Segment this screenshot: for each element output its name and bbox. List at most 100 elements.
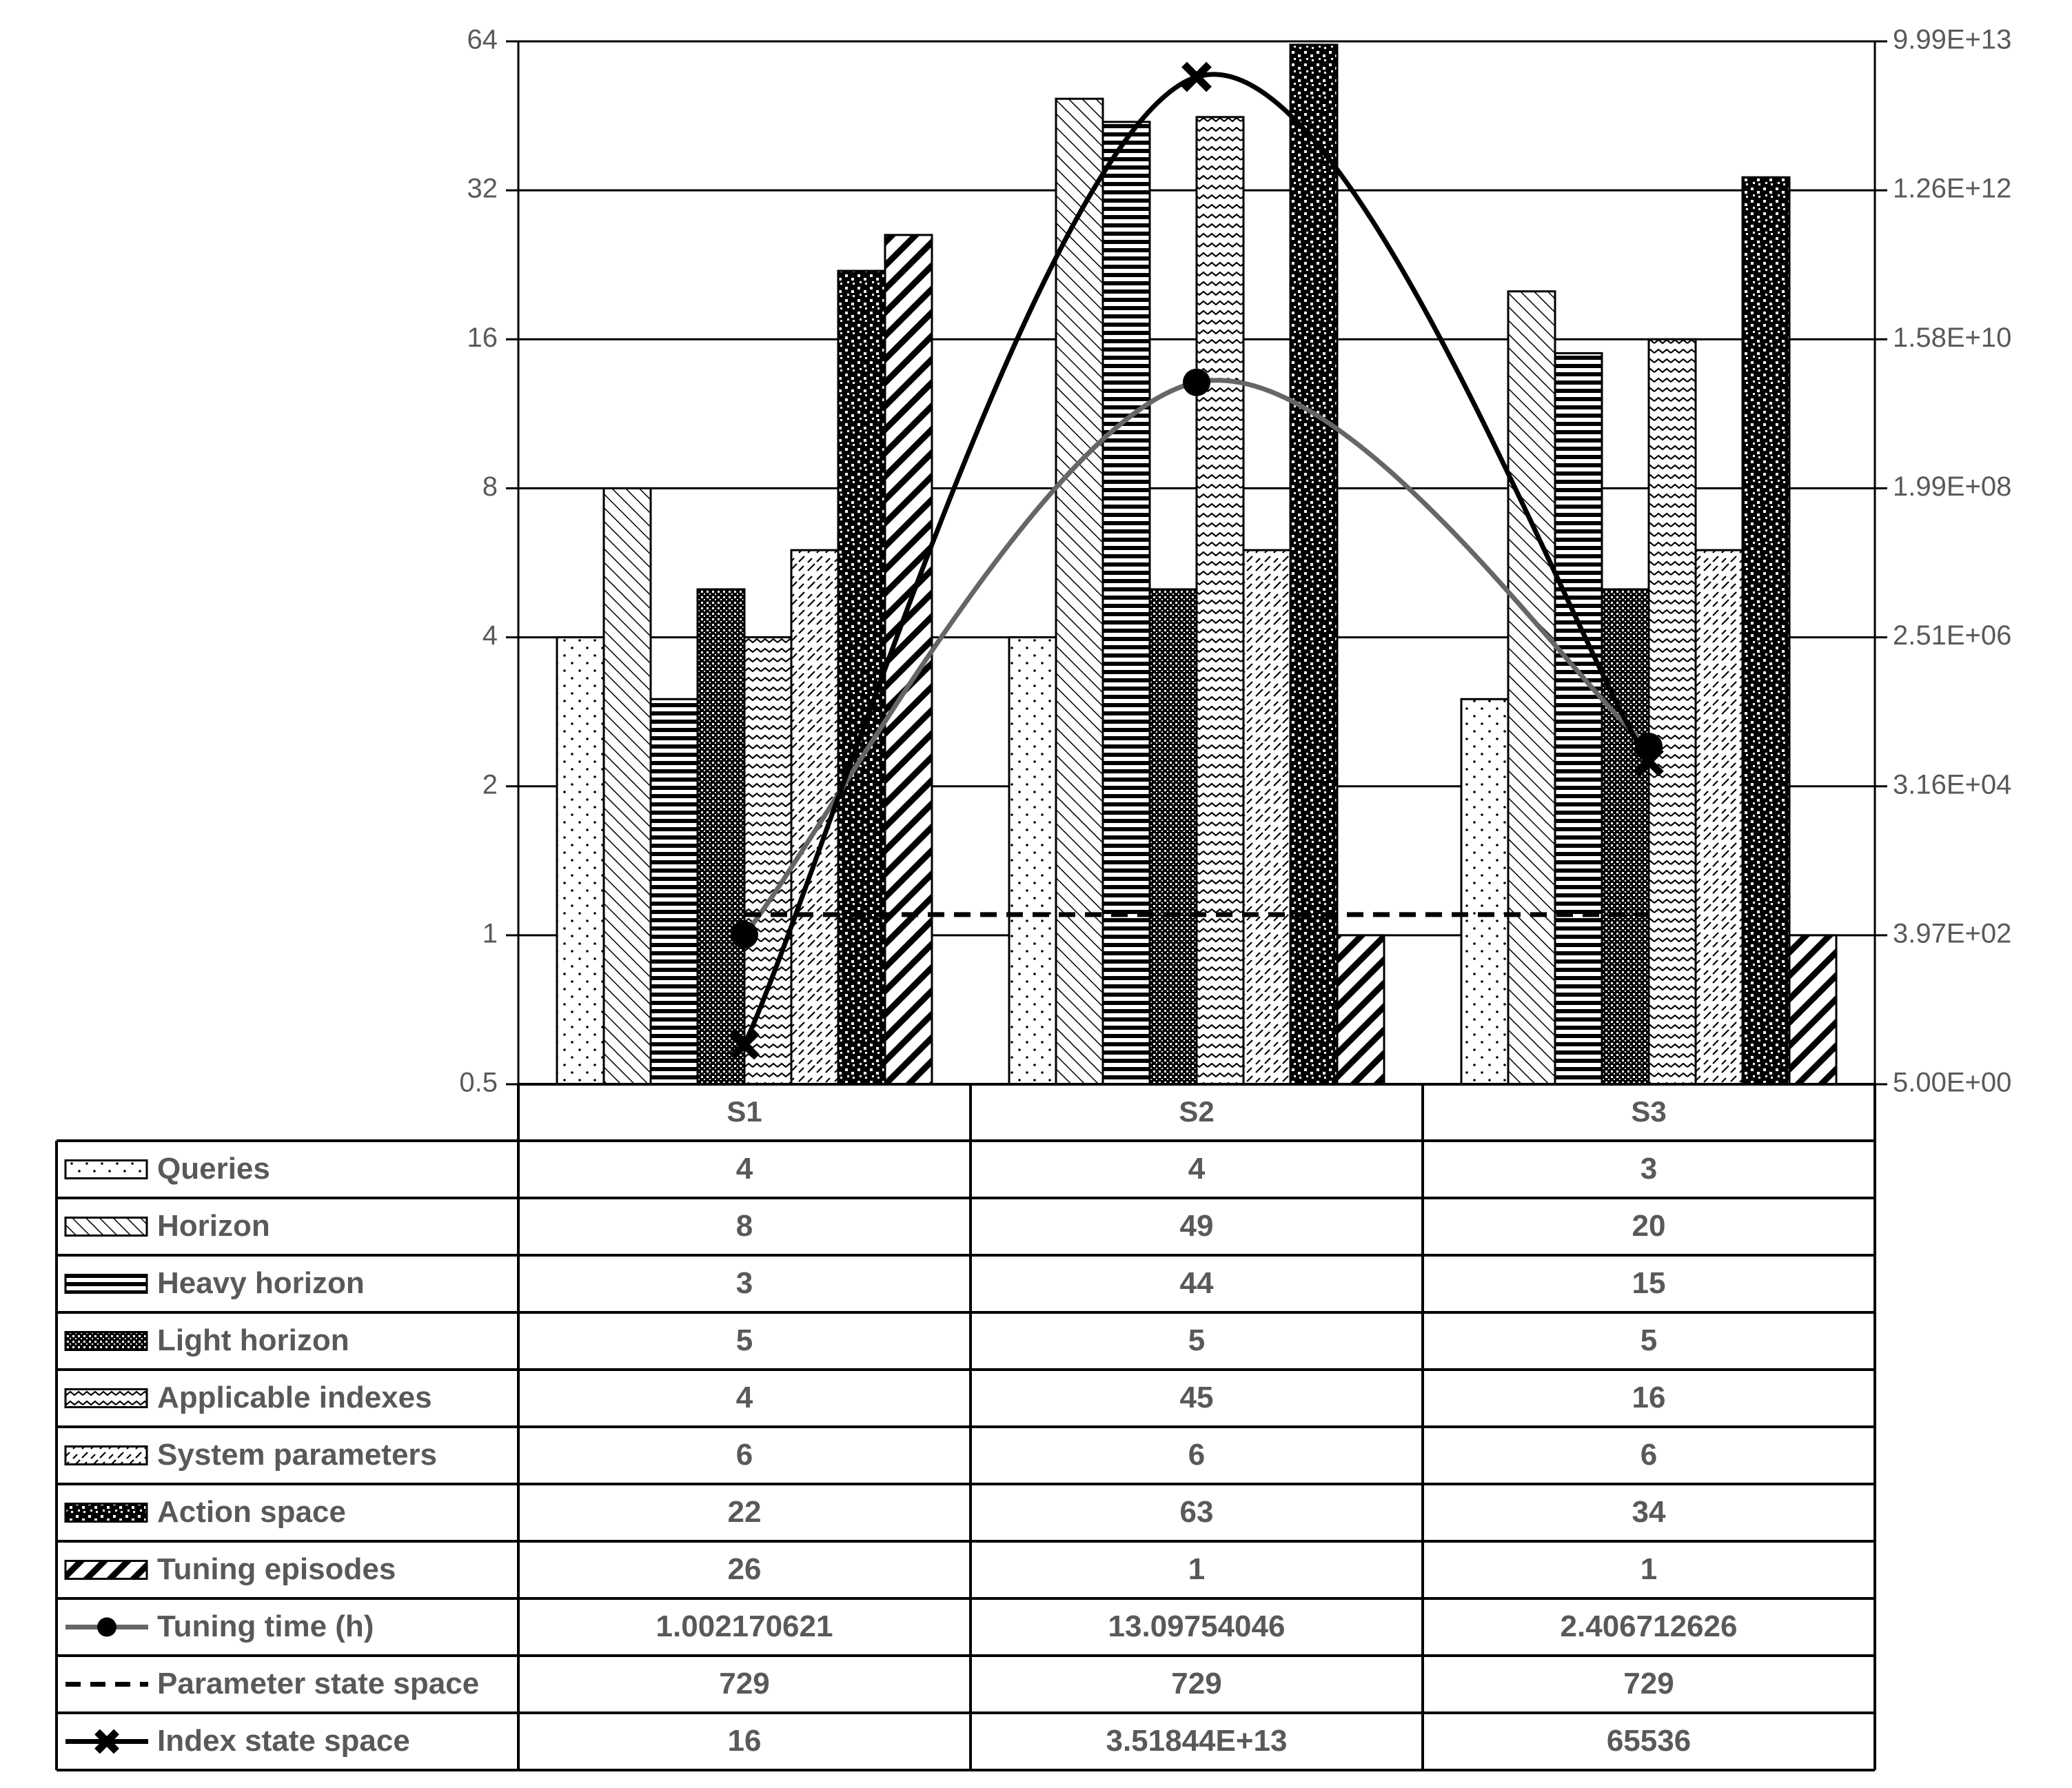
right-tick-label: 9.99E+13 xyxy=(1893,25,2011,55)
right-tick-label: 2.51E+06 xyxy=(1893,620,2011,651)
cell-horizon-s3: 20 xyxy=(1632,1209,1666,1243)
legend-label-action-space: Action space xyxy=(157,1495,346,1529)
left-tick-label: 4 xyxy=(483,620,498,651)
cell-action-space-s3: 34 xyxy=(1632,1495,1666,1529)
cell-queries-s3: 3 xyxy=(1641,1152,1657,1186)
bar-light-horizon-s2 xyxy=(1148,588,1198,1086)
bar-applicable-indexes-s3 xyxy=(1647,338,1697,1086)
legend-label-horizon: Horizon xyxy=(157,1209,270,1243)
bar-horizon-s3 xyxy=(1507,290,1556,1086)
bar-light-horizon-s3 xyxy=(1601,588,1650,1086)
cell-light-horizon-s1: 5 xyxy=(736,1323,753,1357)
legend-swatch-horizon xyxy=(64,1217,148,1237)
category-label-s3: S3 xyxy=(1631,1095,1666,1128)
cell-system-parameters-s2: 6 xyxy=(1188,1438,1205,1472)
point-index-state-space-s1 xyxy=(729,1029,760,1060)
legend-swatch-action-space xyxy=(64,1503,148,1523)
legend-swatch-applicable-indexes xyxy=(64,1388,148,1408)
cell-horizon-s2: 49 xyxy=(1180,1209,1214,1243)
cell-index-state-space-s1: 16 xyxy=(728,1724,762,1758)
cell-index-state-space-s2: 3.51844E+13 xyxy=(1106,1724,1287,1758)
left-tick-label: 32 xyxy=(467,174,498,204)
cell-action-space-s2: 63 xyxy=(1180,1495,1214,1529)
right-tick-label: 1.99E+08 xyxy=(1893,471,2011,502)
cell-system-parameters-s3: 6 xyxy=(1641,1438,1657,1472)
cell-tuning-episodes-s1: 26 xyxy=(728,1552,762,1586)
category-label-s2: S2 xyxy=(1179,1095,1214,1128)
bar-queries-s1 xyxy=(556,636,605,1086)
legend-label-heavy-horizon: Heavy horizon xyxy=(157,1266,365,1300)
legend-label-applicable-indexes: Applicable indexes xyxy=(157,1381,432,1414)
left-tick-label: 64 xyxy=(467,25,498,55)
legend-marker-tuning-time-h xyxy=(97,1617,116,1637)
cell-queries-s2: 4 xyxy=(1188,1152,1206,1186)
legend-label-light-horizon: Light horizon xyxy=(157,1323,349,1357)
right-y-axis: 5.00E+00 3.97E+02 3.16E+04 2.51E+06 1.99E+08… xyxy=(1873,25,2011,1098)
bar-queries-s3 xyxy=(1460,698,1510,1086)
left-tick-label: 1 xyxy=(483,918,498,948)
legend-swatch-system-parameters xyxy=(64,1445,148,1465)
right-tick-label: 1.26E+12 xyxy=(1893,174,2011,204)
legend-swatch-light-horizon xyxy=(64,1331,148,1351)
left-tick-label: 0.5 xyxy=(459,1068,498,1098)
legend-label-parameter-state-space: Parameter state space xyxy=(157,1667,479,1700)
bar-action-space-s1 xyxy=(837,270,886,1086)
legend-label-system-parameters: System parameters xyxy=(157,1438,437,1472)
cell-light-horizon-s3: 5 xyxy=(1641,1323,1657,1357)
bar-tuning-episodes-s3 xyxy=(1788,934,1838,1086)
bar-applicable-indexes-s1 xyxy=(743,636,793,1086)
right-tick-label: 3.16E+04 xyxy=(1893,769,2011,800)
bar-heavy-horizon-s1 xyxy=(649,698,699,1086)
bar-system-parameters-s3 xyxy=(1694,549,1744,1086)
bar-heavy-horizon-s3 xyxy=(1554,352,1603,1086)
data-table: S1 S2 S3 Queries 4 4 3 Horizon 8 49 20 Heavy horizo… xyxy=(55,1083,1876,1771)
point-tuning-time-h-s2 xyxy=(1183,368,1210,396)
cell-applicable-indexes-s2: 45 xyxy=(1180,1381,1214,1414)
cell-tuning-episodes-s3: 1 xyxy=(1641,1552,1657,1586)
left-y-axis: 0.5 1 2 4 8 16 32 64 xyxy=(459,25,520,1098)
line-series xyxy=(729,61,1664,1060)
cell-tuning-time-h-s1: 1.002170621 xyxy=(656,1609,833,1643)
cell-heavy-horizon-s1: 3 xyxy=(736,1266,753,1300)
legend-label-tuning-episodes: Tuning episodes xyxy=(157,1552,396,1586)
point-index-state-space-s2 xyxy=(1181,61,1212,92)
category-label-s1: S1 xyxy=(727,1095,762,1128)
cell-tuning-episodes-s2: 1 xyxy=(1188,1552,1205,1586)
bar-action-space-s3 xyxy=(1741,176,1791,1086)
bar-tuning-episodes-s2 xyxy=(1336,934,1385,1086)
bar-applicable-indexes-s2 xyxy=(1195,116,1245,1086)
right-tick-label: 3.97E+02 xyxy=(1893,918,2011,948)
cell-parameter-state-space-s3: 729 xyxy=(1623,1667,1674,1700)
legend-marker-index-state-space xyxy=(94,1729,119,1754)
right-tick-label: 5.00E+00 xyxy=(1893,1068,2011,1098)
cell-parameter-state-space-s2: 729 xyxy=(1171,1667,1221,1700)
bar-queries-s2 xyxy=(1008,636,1057,1086)
legend-label-queries: Queries xyxy=(157,1152,270,1186)
cell-queries-s1: 4 xyxy=(736,1152,753,1186)
cell-tuning-time-h-s3: 2.406712626 xyxy=(1561,1609,1738,1643)
legend-swatch-queries xyxy=(64,1159,148,1179)
bar-system-parameters-s2 xyxy=(1242,549,1292,1086)
cell-parameter-state-space-s1: 729 xyxy=(719,1667,769,1700)
cell-applicable-indexes-s1: 4 xyxy=(736,1381,753,1414)
cell-light-horizon-s2: 5 xyxy=(1188,1323,1205,1357)
cell-action-space-s1: 22 xyxy=(728,1495,762,1529)
cell-heavy-horizon-s3: 15 xyxy=(1632,1266,1666,1300)
cell-horizon-s1: 8 xyxy=(736,1209,753,1243)
legend-swatch-heavy-horizon xyxy=(64,1274,148,1294)
left-tick-label: 16 xyxy=(467,323,498,353)
bar-light-horizon-s1 xyxy=(696,588,746,1086)
bar-heavy-horizon-s2 xyxy=(1101,121,1151,1086)
right-tick-label: 1.58E+10 xyxy=(1893,323,2011,353)
legend-label-index-state-space: Index state space xyxy=(157,1724,410,1758)
legend-label-tuning-time-h: Tuning time (h) xyxy=(157,1609,374,1643)
cell-tuning-time-h-s2: 13.09754046 xyxy=(1108,1609,1286,1643)
bar-horizon-s1 xyxy=(602,487,652,1086)
point-tuning-time-h-s1 xyxy=(731,921,758,949)
cell-index-state-space-s3: 65536 xyxy=(1607,1724,1691,1758)
legend-swatch-tuning-episodes xyxy=(64,1560,148,1580)
bar-action-space-s2 xyxy=(1289,43,1339,1086)
cell-applicable-indexes-s3: 16 xyxy=(1632,1381,1666,1414)
left-tick-label: 8 xyxy=(483,471,498,502)
